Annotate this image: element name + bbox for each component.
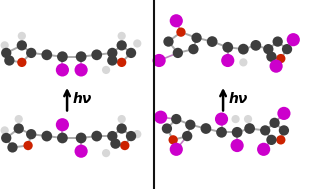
Point: [79, 68, 84, 71]
Point: [29, 133, 34, 136]
Point: [94, 53, 99, 56]
Point: [119, 118, 124, 121]
Point: [171, 138, 176, 141]
Point: [278, 138, 283, 141]
Point: [261, 148, 266, 151]
Point: [119, 44, 124, 47]
Point: [2, 129, 7, 132]
Point: [174, 148, 179, 151]
Point: [269, 55, 274, 58]
Point: [44, 53, 49, 56]
Point: [10, 146, 15, 149]
Text: hν: hν: [73, 92, 92, 106]
Point: [60, 123, 65, 126]
Point: [60, 68, 65, 71]
Point: [94, 135, 99, 138]
Point: [272, 121, 277, 124]
Point: [60, 55, 65, 58]
Point: [16, 118, 21, 121]
Point: [110, 51, 115, 54]
Point: [219, 118, 224, 121]
Point: [29, 51, 34, 54]
Point: [246, 118, 251, 121]
Point: [16, 127, 21, 130]
Point: [129, 135, 134, 138]
Point: [79, 136, 84, 139]
Point: [241, 48, 246, 51]
Point: [263, 129, 268, 132]
Point: [174, 118, 179, 121]
Point: [225, 46, 230, 49]
Point: [79, 55, 84, 58]
Point: [235, 131, 240, 134]
Point: [281, 112, 286, 115]
Point: [175, 51, 180, 54]
Point: [178, 31, 183, 34]
Point: [266, 48, 271, 51]
Point: [4, 51, 9, 54]
Point: [285, 48, 290, 51]
Point: [129, 51, 134, 54]
Point: [210, 40, 215, 43]
Point: [104, 152, 109, 155]
Point: [235, 144, 240, 147]
Point: [110, 135, 115, 138]
Point: [191, 48, 196, 51]
Point: [4, 136, 9, 139]
Point: [247, 127, 252, 130]
Text: hν: hν: [229, 92, 248, 106]
Point: [241, 61, 246, 64]
Point: [19, 61, 24, 64]
Point: [122, 144, 127, 147]
Point: [275, 40, 280, 43]
Point: [113, 142, 118, 145]
Point: [269, 138, 274, 141]
Point: [281, 129, 286, 132]
Point: [185, 135, 190, 138]
Point: [233, 118, 238, 121]
Point: [225, 59, 230, 62]
Point: [135, 42, 140, 45]
Point: [26, 144, 31, 147]
Point: [253, 44, 258, 47]
Point: [278, 57, 283, 60]
Point: [291, 38, 296, 41]
Point: [119, 127, 124, 130]
Point: [157, 59, 162, 62]
Point: [219, 131, 224, 134]
Point: [104, 68, 109, 71]
Point: [60, 136, 65, 139]
Point: [2, 44, 7, 47]
Point: [174, 19, 179, 22]
Point: [188, 123, 193, 126]
Point: [110, 59, 115, 62]
Point: [203, 127, 208, 130]
Point: [274, 65, 279, 68]
Point: [19, 44, 24, 47]
Point: [194, 36, 199, 39]
Point: [79, 150, 84, 153]
Point: [119, 34, 124, 37]
Point: [7, 59, 12, 62]
Point: [158, 116, 163, 119]
Point: [164, 127, 169, 130]
Point: [135, 133, 140, 136]
Point: [166, 40, 171, 43]
Point: [44, 135, 49, 138]
Point: [119, 61, 124, 64]
Point: [19, 34, 24, 37]
